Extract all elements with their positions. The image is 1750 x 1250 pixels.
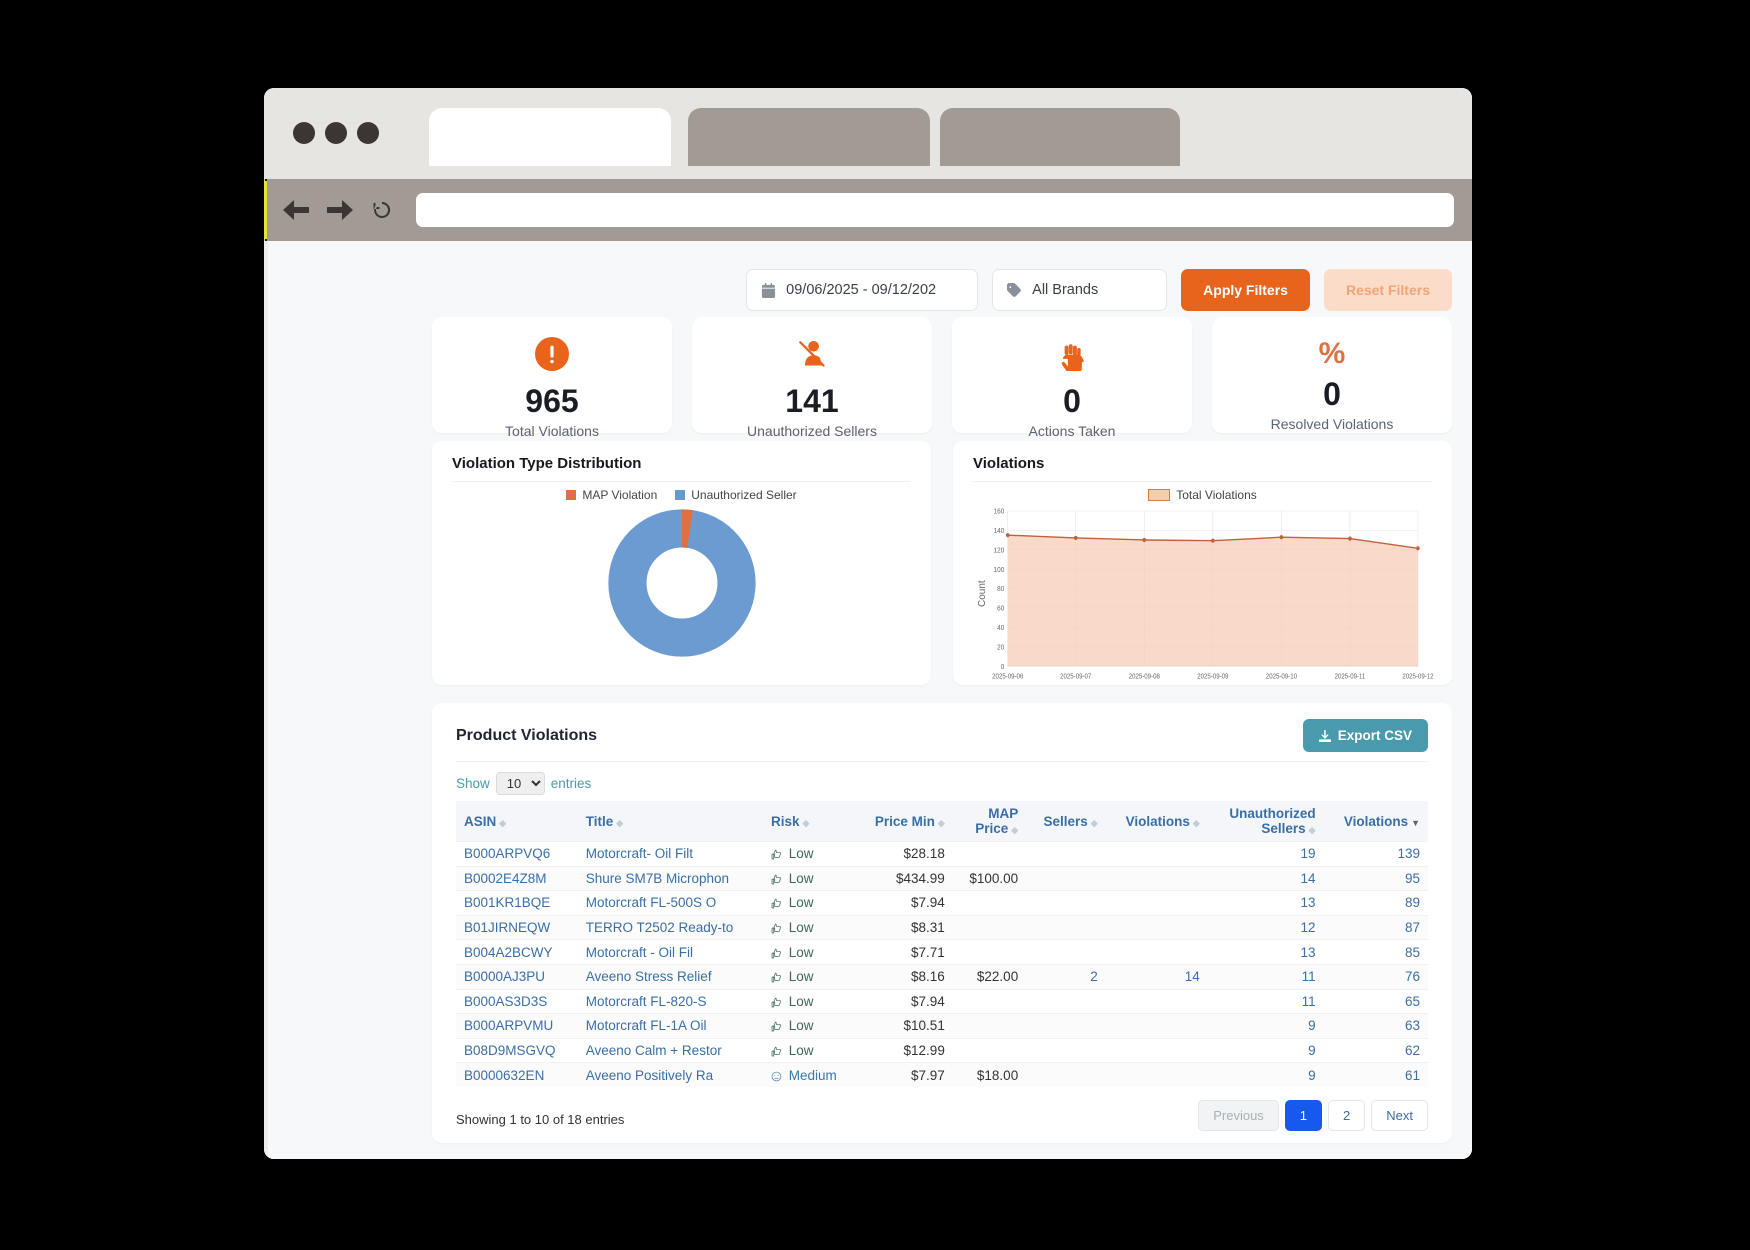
svg-text:0: 0 — [1001, 663, 1005, 671]
svg-text:2025-09-12: 2025-09-12 — [1402, 673, 1433, 681]
svg-text:20: 20 — [997, 644, 1004, 652]
svg-text:100: 100 — [994, 566, 1005, 574]
svg-text:2025-09-06: 2025-09-06 — [992, 673, 1023, 681]
svg-text:2025-09-09: 2025-09-09 — [1197, 673, 1228, 681]
svg-text:2025-09-11: 2025-09-11 — [1335, 673, 1366, 681]
svg-text:2025-09-08: 2025-09-08 — [1129, 673, 1160, 681]
svg-text:2025-09-07: 2025-09-07 — [1060, 673, 1091, 681]
svg-text:60: 60 — [997, 605, 1004, 613]
svg-text:40: 40 — [997, 625, 1004, 633]
svg-text:140: 140 — [994, 528, 1005, 536]
svg-text:160: 160 — [994, 508, 1005, 516]
svg-text:80: 80 — [997, 586, 1004, 594]
svg-text:2025-09-10: 2025-09-10 — [1266, 673, 1297, 681]
svg-text:120: 120 — [994, 547, 1005, 555]
